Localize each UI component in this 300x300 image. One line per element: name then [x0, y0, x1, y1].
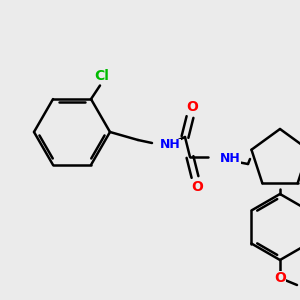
Text: Cl: Cl: [94, 68, 110, 83]
Text: NH: NH: [220, 152, 241, 166]
Text: O: O: [274, 271, 286, 285]
Text: NH: NH: [160, 139, 181, 152]
Text: O: O: [186, 100, 198, 114]
Text: O: O: [191, 180, 203, 194]
